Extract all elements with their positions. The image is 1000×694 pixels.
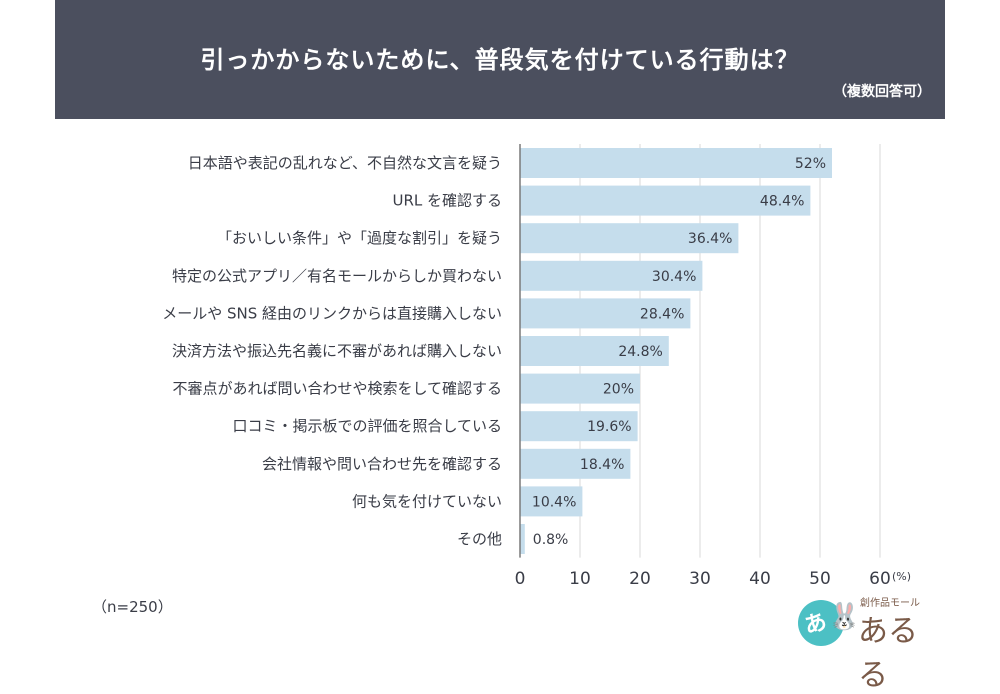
bar-0 [520,148,832,178]
x-tick-label: 0 [515,569,526,589]
bar-9 [520,486,583,517]
x-tick-label: 30 [689,569,711,589]
sample-size-note: （n=250） [92,598,173,616]
value-label: 0.8% [533,532,569,548]
chart-header: 引っかからないために、普段気を付けている行動は？ （複数回答可） [55,0,945,119]
x-tick-label: 40 [749,569,771,589]
value-label: 48.4% [760,194,804,210]
category-label: その他 [457,530,502,548]
category-label: 会社情報や問い合わせ先を確認する [262,455,502,473]
category-label: URL を確認する [392,192,502,210]
x-unit-label: (%) [892,570,911,583]
logo-subtext: 創作品モール [860,598,920,609]
rabbit-icon: 🐰 [828,602,861,632]
value-label: 52% [795,156,826,172]
category-label: 特定の公式アプリ／有名モールからしか買わない [172,267,502,285]
value-label: 20% [603,382,634,398]
category-label: 「おいしい条件」や「過度な割引」を疑う [217,229,502,247]
value-label: 36.4% [688,231,732,247]
x-tick-label: 50 [809,569,831,589]
category-label: メールや SNS 経由のリンクからは直接購入しない [162,304,502,322]
value-label: 18.4% [580,457,624,473]
value-label: 30.4% [652,269,696,285]
brand-logo: あ 🐰 創作品モール あるる [790,590,940,693]
bar-8 [520,448,631,479]
value-label: 19.6% [587,419,631,435]
x-tick-label: 10 [569,569,591,589]
category-label: 日本語や表記の乱れなど、不自然な文言を疑う [188,154,502,172]
chart-title: 引っかからないために、普段気を付けている行動は？ [200,46,800,74]
x-tick-label: 60 [869,569,891,589]
logo-text: あるる [858,614,918,693]
bar-chart: 日本語や表記の乱れなど、不自然な文言を疑う 52% URL を確認する 48.4% 「お… [162,144,911,589]
category-label: 口コミ・掲示板での評価を照合している [232,417,502,435]
category-label: 何も気を付けていない [352,492,502,510]
bar-5 [520,336,669,366]
bar-1 [520,185,811,216]
value-label: 28.4% [640,306,684,322]
bar-6 [520,373,640,404]
category-label: 決済方法や振込先名義に不審があれば購入しない [172,342,502,360]
value-label: 10.4% [532,494,576,510]
bar-2 [520,223,739,254]
logo-badge [798,600,844,646]
bar-3 [520,260,703,291]
bar-4 [520,298,691,329]
bar-7 [520,411,638,442]
value-label: 24.8% [618,344,662,360]
x-tick-label: 20 [629,569,651,589]
bar-10 [520,524,525,554]
chart-subtitle: （複数回答可） [833,84,931,100]
category-label: 不審点があれば問い合わせや検索をして確認する [172,380,502,398]
